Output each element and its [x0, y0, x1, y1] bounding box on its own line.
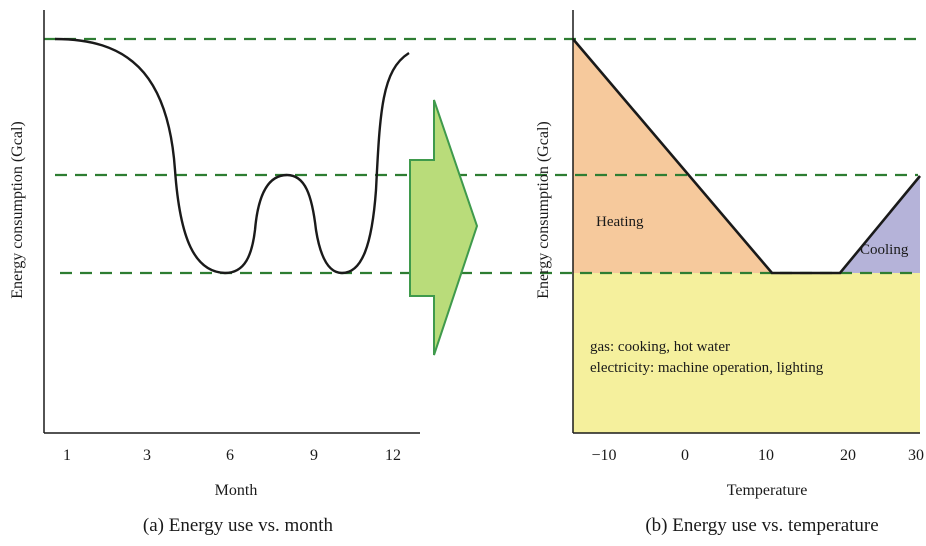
panel-a-xtick: 12 [385, 447, 401, 464]
panel-a-xtick: 3 [143, 447, 151, 464]
monthly-consumption-curve [54, 37, 410, 275]
temperature-consumption-line [572, 38, 922, 275]
panel-a-xtick: 9 [310, 447, 318, 464]
panel-a-xtick: 6 [226, 447, 234, 464]
panel-b-ylabel: Energy consumption (Gcal) [535, 121, 552, 298]
heating-label: Heating [596, 214, 644, 230]
panel-b-xtick: −10 [591, 447, 616, 464]
panel-b-xtick: 0 [681, 447, 689, 464]
base-load-label-gas: gas: cooking, hot water [590, 339, 730, 355]
panel-b-xtick: 30 [908, 447, 924, 464]
panel-b-xlabel: Temperature [727, 482, 808, 499]
base-load-label-electricity: electricity: machine operation, lighting [590, 360, 824, 376]
panel-b-xtick: 20 [840, 447, 856, 464]
base-load-region [573, 273, 920, 433]
cooling-label: Cooling [860, 242, 909, 258]
panel-a-xtick: 1 [63, 447, 71, 464]
panel-a-ylabel: Energy consumption (Gcal) [9, 121, 26, 298]
panel-b-caption: (b) Energy use vs. temperature [645, 515, 878, 536]
panel-a-xlabel: Month [215, 482, 258, 499]
transition-arrow [409, 99, 479, 356]
panel-b-xtick: 10 [758, 447, 774, 464]
panel-a-caption: (a) Energy use vs. month [143, 515, 334, 536]
